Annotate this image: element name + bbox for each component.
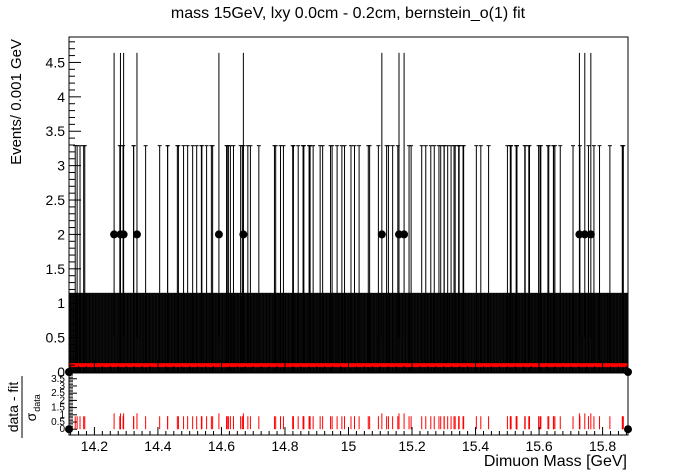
data-point xyxy=(239,230,247,238)
y-tick-label: 4.5 xyxy=(46,54,66,70)
chart-title: mass 15GeV, lxy 0.0cm - 0.2cm, bernstein… xyxy=(171,5,526,22)
pull-y-axis: 00.511.522.533.5 xyxy=(51,374,77,435)
pull-y-axis-label: data - fit σ data xyxy=(5,376,42,438)
main-y-axis-label: Events/ 0.001 GeV xyxy=(8,39,25,165)
pull-label-denominator-sub: data xyxy=(32,394,42,412)
pull-x-axis: 14.2 14.4 14.6 14.8 15 15.2 15.4 15.6 15.8 xyxy=(71,427,627,454)
x-tick-label: 14.6 xyxy=(208,438,235,454)
x-tick-label: 14.4 xyxy=(144,438,171,454)
pull-label-denominator: σ xyxy=(23,412,39,421)
x-tick-label: 15.6 xyxy=(525,438,552,454)
x-tick-label: 14.8 xyxy=(271,438,298,454)
data-point xyxy=(378,230,386,238)
x-tick-label: 15.2 xyxy=(398,438,425,454)
data-point xyxy=(120,230,128,238)
pull-label-numerator: data - fit xyxy=(5,382,21,433)
data-point xyxy=(215,230,223,238)
data-point xyxy=(400,230,408,238)
y-tick-label: 3.5 xyxy=(46,123,66,139)
x-axis-label: Dimuon Mass [GeV] xyxy=(484,453,627,470)
main-error-bars xyxy=(69,53,628,372)
y-tick-label: 2 xyxy=(57,226,65,242)
x-tick-label: 15.8 xyxy=(589,438,616,454)
data-point xyxy=(587,230,595,238)
x-tick-label: 15.4 xyxy=(462,438,489,454)
data-point xyxy=(133,230,141,238)
y-tick-label: 1.5 xyxy=(46,261,66,277)
pull-frame xyxy=(69,373,628,435)
y-tick-label: 0.5 xyxy=(46,330,66,346)
pull-y-tick-label: 3.5 xyxy=(51,374,65,385)
y-tick-label: 1 xyxy=(57,295,65,311)
y-tick-label: 2.5 xyxy=(46,192,66,208)
x-tick-label: 14.2 xyxy=(81,438,108,454)
x-tick-label: 15 xyxy=(341,438,357,454)
y-tick-label: 3 xyxy=(57,158,65,174)
pull-bars xyxy=(75,413,623,429)
y-tick-label: 4 xyxy=(57,89,65,105)
